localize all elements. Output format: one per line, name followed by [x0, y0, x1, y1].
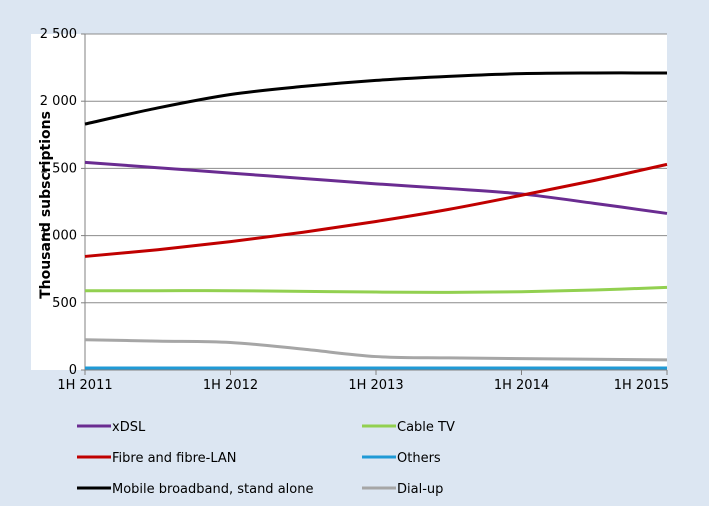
x-tick-label: 1H 2015: [614, 378, 669, 393]
y-tick-label: 2 000: [40, 94, 77, 109]
y-tick-label: 500: [52, 296, 77, 311]
x-tick-label: 1H 2012: [203, 378, 258, 393]
x-tick-label: 1H 2013: [348, 378, 403, 393]
plot-area: [31, 34, 667, 370]
x-tick-label: 1H 2014: [494, 378, 549, 393]
legend-label-xdsl: xDSL: [112, 420, 146, 435]
series-line-xdsl: [84, 160, 668, 215]
y-tick-label: 1 500: [40, 161, 77, 176]
axes: 0 500 1 000 1 500 2 000 2 500 1H 2011 1H 2012 1H…: [40, 27, 669, 393]
series-line-cable-tv: [85, 285, 668, 294]
series-layer: [84, 71, 668, 370]
x-tick-label: 1H 2011: [57, 378, 112, 393]
series-line-dial-up: [84, 338, 668, 362]
legend-label-fibre-and-fibre-lan: Fibre and fibre-LAN: [112, 451, 237, 466]
y-tick-label: 0: [69, 363, 77, 378]
series-line-mobile-broadband-stand-alone: [84, 71, 668, 126]
legend-label-others: Others: [397, 451, 441, 466]
y-tick-label: 2 500: [40, 27, 77, 42]
legend-label-dial-up: Dial-up: [397, 482, 443, 497]
legend: xDSL Cable TV Fibre and fibre-LAN Others Mob…: [77, 420, 455, 497]
series-line-fibre-and-fibre-lan: [84, 162, 668, 258]
legend-label-mobile-broadband-stand-alone: Mobile broadband, stand alone: [112, 482, 313, 497]
y-axis-label: Thousand subscriptions: [38, 111, 54, 299]
y-tick-label: 1 000: [40, 229, 77, 244]
legend-label-cable-tv: Cable TV: [397, 420, 455, 435]
